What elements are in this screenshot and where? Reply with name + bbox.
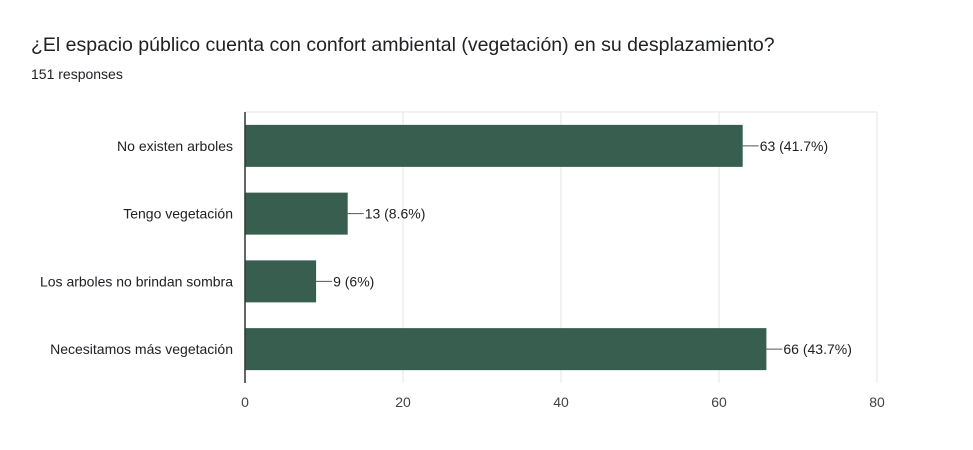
bar-2 <box>245 260 317 303</box>
bar-1 <box>245 192 348 235</box>
x-tick-label-60: 60 <box>711 394 727 410</box>
bar-0 <box>245 124 743 167</box>
category-label-0: No existen arboles <box>117 138 233 154</box>
response-count: 151 responses <box>31 66 123 82</box>
x-tick-label-20: 20 <box>395 394 411 410</box>
category-label-1: Tengo vegetación <box>123 206 233 222</box>
chart-title: ¿El espacio público cuenta con confort a… <box>31 34 775 56</box>
x-tick-label-40: 40 <box>553 394 569 410</box>
data-label-0: 63 (41.7%) <box>760 138 828 154</box>
data-label-2: 9 (6%) <box>333 273 374 289</box>
data-label-3: 66 (43.7%) <box>783 341 851 357</box>
x-tick-label-80: 80 <box>869 394 885 410</box>
x-tick-label-0: 0 <box>241 394 249 410</box>
data-label-1: 13 (8.6%) <box>365 206 426 222</box>
category-label-2: Los arboles no brindan sombra <box>40 273 233 289</box>
category-label-3: Necesitamos más vegetación <box>50 341 233 357</box>
bar-3 <box>245 328 767 371</box>
